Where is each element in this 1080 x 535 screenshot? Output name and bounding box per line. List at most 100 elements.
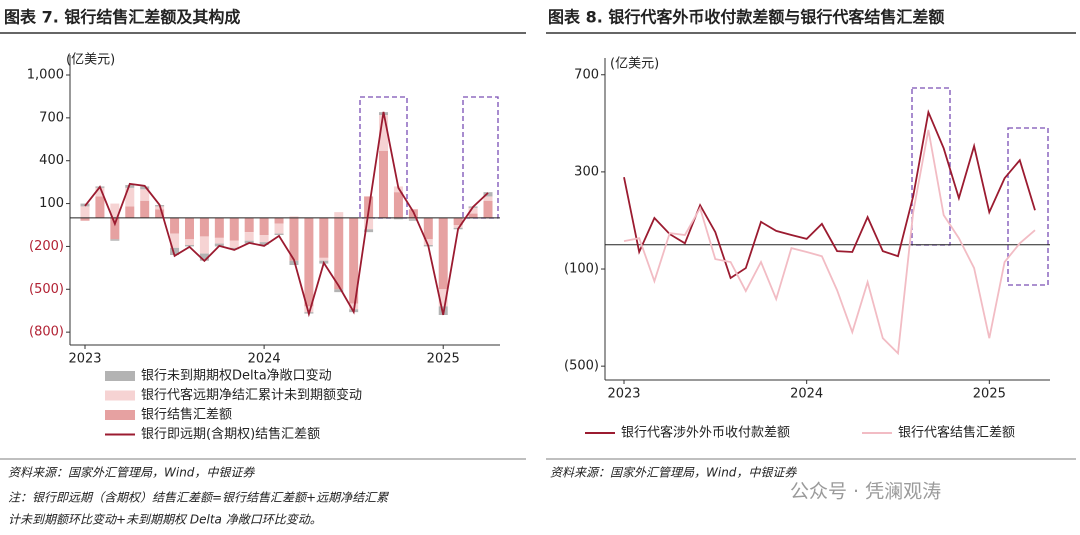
legend-label: 银行代客结售汇差额 bbox=[898, 425, 1015, 441]
bar bbox=[170, 247, 180, 255]
bar bbox=[214, 237, 224, 244]
legend-label: 银行即远期(含期权)结售汇差额 bbox=[141, 426, 320, 442]
bar bbox=[349, 217, 359, 304]
line bbox=[84, 111, 489, 318]
highlight-box bbox=[359, 96, 408, 219]
bar bbox=[334, 217, 344, 290]
bar bbox=[408, 219, 418, 221]
bar bbox=[304, 217, 314, 307]
bar bbox=[379, 115, 389, 151]
bar bbox=[423, 239, 433, 245]
legend-label: 银行代客远期净结汇累计未到期额变动 bbox=[141, 387, 362, 403]
legend-swatch bbox=[105, 371, 135, 381]
watermark: 公众号 · 凭澜观涛 bbox=[790, 481, 941, 503]
bar bbox=[304, 306, 314, 313]
x-tick-label: 2025 bbox=[427, 352, 460, 367]
bar bbox=[483, 192, 493, 197]
bar bbox=[453, 225, 463, 228]
x-tick-label: 2024 bbox=[248, 352, 281, 367]
highlight-box bbox=[1007, 127, 1049, 286]
bar bbox=[95, 196, 105, 218]
y-tick-label: (800) bbox=[29, 325, 64, 340]
bar bbox=[259, 235, 269, 243]
legend-label: 银行代客涉外外币收付款差额 bbox=[621, 425, 790, 441]
legend-label: 银行未到期期权Delta净敞口变动 bbox=[141, 368, 332, 384]
bar bbox=[110, 217, 120, 240]
bar bbox=[244, 232, 254, 241]
bar bbox=[393, 192, 403, 218]
legend-swatch bbox=[105, 390, 135, 401]
note: 计未到期额环比变动+未到期期权 Delta 净敞口环比变动。 bbox=[8, 513, 322, 527]
bar bbox=[155, 209, 165, 218]
bar bbox=[379, 150, 389, 218]
bar bbox=[468, 207, 478, 214]
bar bbox=[289, 216, 299, 218]
x-tick-label: 2024 bbox=[790, 387, 823, 402]
legend-swatch bbox=[105, 410, 135, 420]
bar bbox=[199, 253, 209, 261]
bar bbox=[199, 217, 209, 237]
bar bbox=[453, 217, 463, 225]
source: 资料来源：国家外汇管理局，Wind，中银证券 bbox=[8, 466, 255, 480]
bar bbox=[229, 247, 239, 250]
bar bbox=[184, 217, 194, 240]
bar bbox=[170, 217, 180, 234]
bar bbox=[229, 217, 239, 241]
bar bbox=[170, 233, 180, 248]
bar bbox=[110, 239, 120, 241]
bar bbox=[199, 236, 209, 254]
bar bbox=[438, 217, 448, 290]
y-tick-label: (200) bbox=[29, 239, 64, 254]
bar bbox=[438, 289, 448, 307]
line bbox=[623, 129, 1036, 356]
y-axis-label: (亿美元) bbox=[66, 53, 115, 68]
bar bbox=[140, 186, 150, 190]
chart-title: 图表 7. 银行结售汇差额及其构成 bbox=[4, 8, 240, 27]
bar bbox=[125, 187, 135, 207]
bar bbox=[468, 213, 478, 218]
bar bbox=[95, 187, 105, 197]
y-axis-label: (亿美元) bbox=[610, 57, 659, 72]
bar bbox=[80, 206, 90, 218]
bar bbox=[483, 200, 493, 218]
bar bbox=[319, 217, 329, 258]
bar bbox=[110, 203, 120, 218]
x-tick-label: 2025 bbox=[973, 387, 1006, 402]
note: 注：银行即远期（含期权）结售汇差额=银行结售汇差额+远期净结汇累 bbox=[8, 491, 389, 505]
bar bbox=[259, 242, 269, 245]
bar bbox=[229, 240, 239, 248]
bar bbox=[259, 217, 269, 235]
bar bbox=[319, 257, 329, 261]
highlight-box bbox=[462, 96, 499, 219]
bar bbox=[423, 217, 433, 240]
legend-label: 银行结售汇差额 bbox=[141, 407, 232, 423]
bar bbox=[80, 217, 90, 221]
bar bbox=[408, 217, 418, 220]
bar bbox=[334, 289, 344, 293]
bar bbox=[125, 206, 135, 218]
bar bbox=[364, 229, 374, 233]
y-tick-label: 1,000 bbox=[27, 68, 64, 83]
bar bbox=[214, 217, 224, 238]
bar bbox=[289, 217, 299, 261]
bar bbox=[140, 200, 150, 218]
bar bbox=[393, 217, 403, 220]
y-tick-label: 700 bbox=[39, 110, 64, 125]
bar bbox=[364, 217, 374, 230]
bar bbox=[184, 239, 194, 245]
y-tick-label: 100 bbox=[39, 196, 64, 211]
bar bbox=[244, 217, 254, 233]
bar bbox=[274, 217, 284, 224]
line bbox=[623, 109, 1036, 280]
y-tick-label: (100) bbox=[564, 262, 599, 277]
chart-title: 图表 8. 银行代客外币收付款差额与银行代客结售汇差额 bbox=[548, 8, 944, 27]
y-tick-label: 300 bbox=[574, 164, 599, 179]
bar bbox=[140, 189, 150, 201]
bar bbox=[274, 233, 284, 235]
y-tick-label: (500) bbox=[564, 359, 599, 374]
x-tick-label: 2023 bbox=[68, 352, 101, 367]
bar bbox=[274, 223, 284, 234]
y-tick-label: 700 bbox=[574, 67, 599, 82]
bar bbox=[334, 212, 344, 218]
x-tick-label: 2023 bbox=[607, 387, 640, 402]
